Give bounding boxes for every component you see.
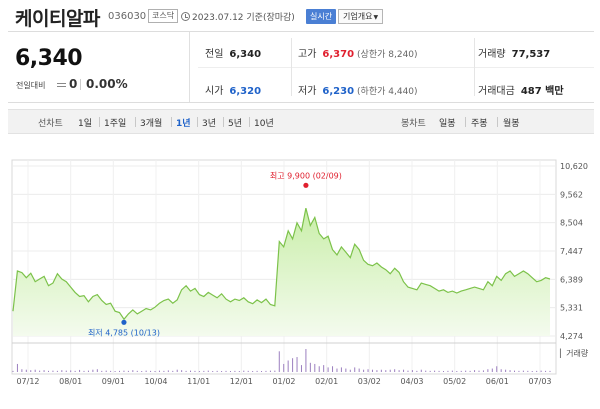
low-value: 6,230: [322, 86, 355, 97]
prev-close-label: 전일: [205, 49, 224, 60]
volume-label: 거래량: [478, 49, 506, 60]
line-chart-title: 선차트: [38, 119, 63, 129]
x-tick-label: 03/02: [358, 377, 381, 386]
divider: [171, 117, 172, 127]
volume-stat: 거래량 77,537: [478, 45, 550, 60]
candle-tab-daily[interactable]: 일봉: [439, 119, 456, 129]
low-stat: 저가 6,230 (하한가 4,440): [298, 82, 418, 97]
change-percent: 0.00%: [86, 77, 128, 91]
x-tick-label: 02/01: [315, 377, 338, 386]
divider: [198, 67, 594, 68]
candle-tab-weekly[interactable]: 주봉: [471, 119, 488, 129]
price-summary: 6,340 전일대비 0 0.00% 전일 6,340 고가 6,370 (상한가 8…: [8, 31, 594, 103]
divider: [80, 79, 81, 90]
market-badge: 코스닥: [148, 9, 179, 23]
y-tick-label: 6,389: [560, 275, 583, 284]
stock-header: 케이티알파 036030 코스닥 2023.07.12 기준(장마감) 실시간 …: [0, 0, 600, 30]
price-line: [12, 207, 551, 321]
lower-limit: (하한가 4,440): [357, 87, 418, 97]
as-of-date: 2023.07.12 기준(장마감): [181, 10, 295, 23]
stock-name: 케이티알파: [15, 8, 100, 30]
open-value: 6,320: [229, 86, 262, 97]
trade-value-value: 487 백만: [520, 86, 564, 97]
open-stat: 시가 6,320: [205, 82, 261, 97]
trade-value-label: 거래대금: [478, 86, 515, 97]
chevron-down-icon: ▼: [373, 14, 379, 21]
period-tab-10y[interactable]: 10년: [254, 119, 274, 129]
change-value: 0: [69, 77, 78, 91]
volume-label: ▏거래량: [560, 348, 589, 358]
high-annotation: 최고 9,900 (02/09): [270, 170, 342, 180]
period-tab-1y[interactable]: 1년: [176, 119, 191, 129]
prev-close-stat: 전일 6,340: [205, 45, 261, 60]
low-label: 저가: [298, 86, 317, 97]
x-tick-label: 04/03: [400, 377, 423, 386]
period-tab-3y[interactable]: 3년: [202, 119, 217, 129]
x-tick-label: 12/01: [230, 377, 253, 386]
divider: [474, 38, 475, 96]
company-overview-label: 기업개요: [343, 12, 373, 21]
price-area: [13, 208, 550, 336]
period-tab-1d[interactable]: 1일: [78, 119, 93, 129]
divider: [223, 117, 224, 127]
divider: [99, 117, 100, 127]
current-price-box: 6,340 전일대비 0 0.00%: [8, 32, 190, 102]
clock-icon: [181, 12, 190, 21]
low-marker: [121, 319, 127, 325]
candle-tab-monthly[interactable]: 월봉: [503, 119, 520, 129]
y-tick-label: 8,504: [560, 219, 583, 228]
y-tick-label: 10,620: [560, 162, 588, 171]
low-annotation: 최저 4,785 (10/13): [88, 327, 160, 337]
period-tab-1w[interactable]: 1주일: [104, 119, 127, 129]
high-value: 6,370: [322, 49, 355, 60]
x-tick-label: 07/12: [16, 377, 39, 386]
high-label: 고가: [298, 49, 317, 60]
divider: [249, 117, 250, 127]
candle-chart-title: 봉차트: [401, 119, 426, 129]
y-tick-label: 5,331: [560, 304, 583, 313]
as-of-text: 2023.07.12 기준(장마감): [192, 13, 295, 23]
flat-change-icon: [57, 83, 66, 87]
price-chart-svg: 10,620 9,562 8,504 7,447 6,389 5,331 4,274 07/1…: [11, 159, 589, 386]
volume-value: 77,537: [511, 49, 551, 60]
change-label: 전일대비: [16, 81, 46, 90]
x-tick-label: 08/01: [59, 377, 82, 386]
x-tick-label: 09/01: [102, 377, 125, 386]
open-label: 시가: [205, 86, 224, 97]
y-tick-label: 9,562: [560, 190, 583, 199]
trade-value-stat: 거래대금 487 백만: [478, 82, 564, 97]
current-price: 6,340: [15, 46, 83, 71]
upper-limit: (상한가 8,240): [357, 50, 418, 60]
divider: [291, 38, 292, 96]
x-tick-label: 07/03: [528, 377, 551, 386]
divider: [465, 117, 466, 127]
period-tab-3m[interactable]: 3개월: [140, 119, 163, 129]
high-stat: 고가 6,370 (상한가 8,240): [298, 45, 418, 60]
x-tick-label: 01/02: [272, 377, 295, 386]
high-marker: [303, 182, 309, 188]
realtime-button[interactable]: 실시간: [306, 9, 337, 24]
x-tick-label: 05/02: [443, 377, 466, 386]
chart-toolbar: 선차트 1일 1주일 3개월 1년 3년 5년 10년 봉차트 일봉 주봉 월봉: [8, 109, 594, 134]
divider: [135, 117, 136, 127]
prev-close-value: 6,340: [229, 49, 262, 60]
divider: [497, 117, 498, 127]
x-tick-label: 10/04: [144, 377, 167, 386]
company-overview-dropdown[interactable]: 기업개요▼: [338, 9, 384, 24]
x-tick-label: 06/01: [486, 377, 509, 386]
y-tick-label: 4,274: [560, 332, 583, 341]
y-tick-label: 7,447: [560, 247, 583, 256]
divider: [197, 117, 198, 127]
stock-code: 036030: [108, 11, 147, 22]
price-chart: 10,620 9,562 8,504 7,447 6,389 5,331 4,274 07/1…: [0, 150, 600, 409]
x-tick-label: 11/01: [187, 377, 210, 386]
period-tab-5y[interactable]: 5년: [228, 119, 243, 129]
